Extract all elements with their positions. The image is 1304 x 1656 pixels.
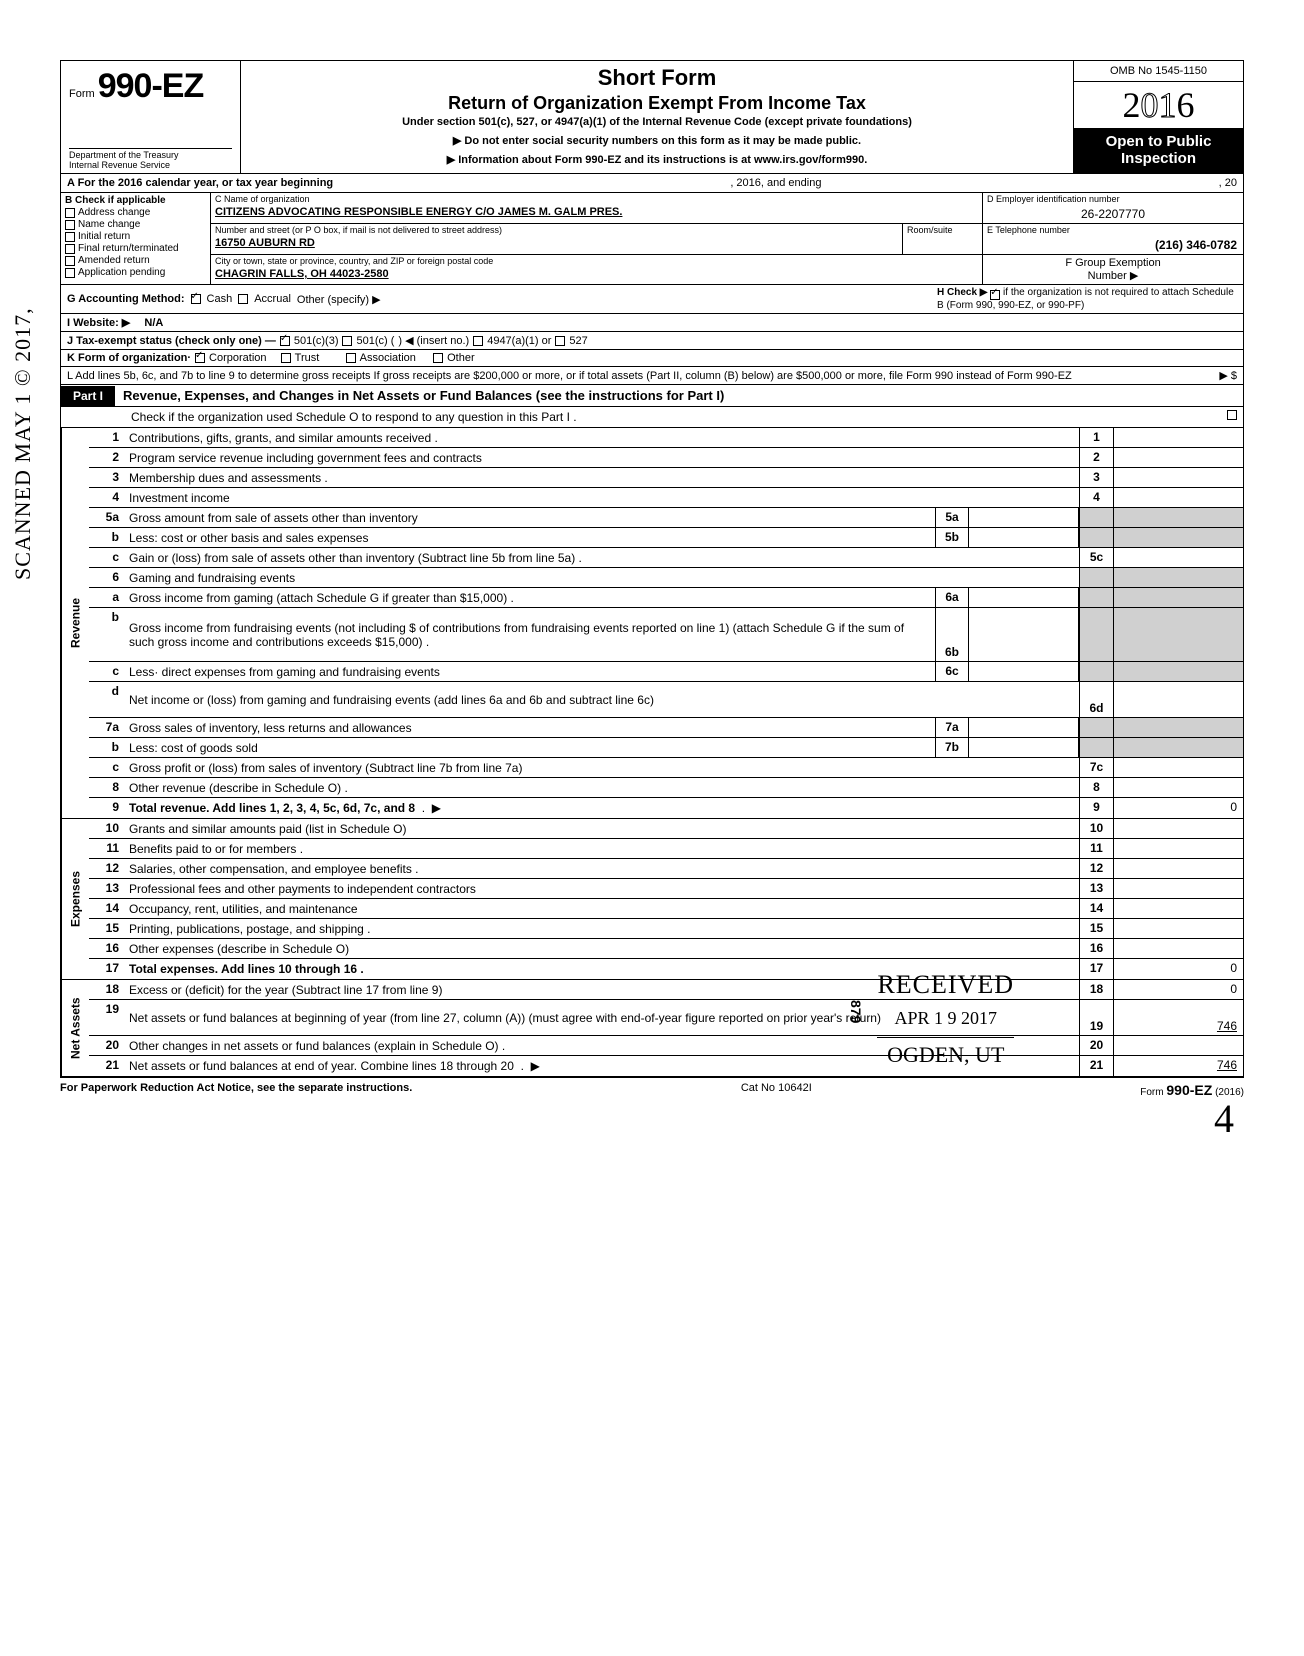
tax-year: 2016 <box>1074 82 1243 128</box>
chk-association[interactable] <box>346 353 356 363</box>
label-city: City or town, state or province, country… <box>211 255 982 267</box>
net-assets-begin: 746 <box>1113 1000 1243 1035</box>
open-to-public: Open to Public Inspection <box>1074 128 1243 173</box>
label-group-exempt: F Group Exemption <box>985 257 1241 269</box>
block-bcdef: B Check if applicable Address change Nam… <box>60 193 1244 285</box>
omb-number: OMB No 1545-1150 <box>1074 61 1243 82</box>
website-value: N/A <box>144 317 163 329</box>
chk-501c[interactable] <box>342 336 352 346</box>
line-l-amount: ▶ $ <box>1219 369 1237 382</box>
form-header: Form 990-EZ Department of the Treasury I… <box>60 60 1244 174</box>
chk-corporation[interactable] <box>195 353 205 363</box>
excess-deficit: 0 <box>1113 980 1243 999</box>
row-a-tax-year: A For the 2016 calendar year, or tax yea… <box>60 174 1244 193</box>
org-name: CITIZENS ADVOCATING RESPONSIBLE ENERGY C… <box>211 205 982 219</box>
part1-check-line: Check if the organization used Schedule … <box>60 407 1244 428</box>
total-revenue: 0 <box>1113 798 1243 818</box>
chk-accrual[interactable] <box>238 294 248 304</box>
chk-initial-return[interactable] <box>65 232 75 242</box>
chk-final-return[interactable] <box>65 244 75 254</box>
chk-trust[interactable] <box>281 353 291 363</box>
chk-amended[interactable] <box>65 256 75 266</box>
side-revenue: Revenue <box>61 428 89 818</box>
chk-schedule-o[interactable] <box>1227 410 1237 420</box>
label-phone: E Telephone number <box>983 224 1243 236</box>
label-ein: D Employer identification number <box>983 193 1243 205</box>
part1-table: Revenue 1Contributions, gifts, grants, a… <box>60 428 1244 1077</box>
total-expenses: 0 <box>1113 959 1243 979</box>
ein-value: 26-2207770 <box>983 205 1243 223</box>
form-number: Form 990-EZ <box>69 67 232 106</box>
phone-value: (216) 346-0782 <box>983 236 1243 254</box>
label-room: Room/suite <box>903 224 982 236</box>
chk-cash[interactable] <box>191 294 201 304</box>
side-expenses: Expenses <box>61 819 89 979</box>
street-value: 16750 AUBURN RD <box>211 236 902 250</box>
title-return: Return of Organization Exempt From Incom… <box>251 93 1063 114</box>
label-group-number: Number ▶ <box>985 269 1241 282</box>
net-assets-end: 746 <box>1113 1056 1243 1076</box>
line-l-text: L Add lines 5b, 6c, and 7b to line 9 to … <box>67 370 1072 382</box>
chk-address-change[interactable] <box>65 208 75 218</box>
label-org-name: C Name of organization <box>211 193 982 205</box>
city-value: CHAGRIN FALLS, OH 44023-2580 <box>211 267 982 281</box>
title-under-section: Under section 501(c), 527, or 4947(a)(1)… <box>251 116 1063 128</box>
note-info: ▶ Information about Form 990-EZ and its … <box>251 153 1063 166</box>
chk-h-not-required[interactable] <box>990 290 1000 300</box>
label-street: Number and street (or P O box, if mail i… <box>211 224 902 236</box>
col-b-checkboxes: B Check if applicable Address change Nam… <box>61 193 211 284</box>
chk-527[interactable] <box>555 336 565 346</box>
title-short-form: Short Form <box>251 65 1063 91</box>
barcode-879: 879 <box>848 1000 864 1023</box>
block-ghijkl: G Accounting Method: Cash Accrual Other … <box>60 285 1244 385</box>
side-net-assets: Net Assets <box>61 980 89 1076</box>
chk-501c3[interactable] <box>280 336 290 346</box>
chk-application-pending[interactable] <box>65 268 75 278</box>
chk-other-org[interactable] <box>433 353 443 363</box>
chk-name-change[interactable] <box>65 220 75 230</box>
page-footer: For Paperwork Reduction Act Notice, see … <box>60 1077 1244 1102</box>
dept-treasury: Department of the Treasury Internal Reve… <box>69 148 232 171</box>
chk-4947[interactable] <box>473 336 483 346</box>
scanned-stamp: SCANNED MAY 1 © 2017, <box>10 307 36 580</box>
part1-header: Part I Revenue, Expenses, and Changes in… <box>60 385 1244 407</box>
handwritten-mark: 4 <box>1214 1095 1234 1142</box>
note-ssn: ▶ Do not enter social security numbers o… <box>251 134 1063 147</box>
